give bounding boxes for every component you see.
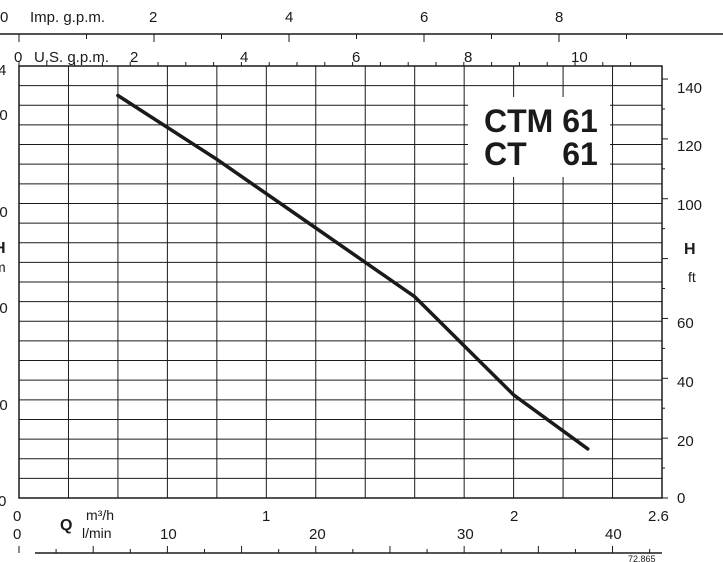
right-tick-140: 140 [677,80,702,97]
chart-title-line-2: CT 61 [484,136,598,172]
lmin-tick-30: 30 [457,526,474,543]
right-axis-ticks [662,78,668,499]
left-tick-20: 20 [0,300,8,317]
right-tick-40: 40 [677,374,694,391]
chart-footnote: 72.865 [628,554,656,562]
lmin-tick-40: 40 [605,526,622,543]
us-tick-4: 4 [240,49,248,66]
left-tick-0: 0 [0,493,6,510]
left-tick-10: 10 [0,397,8,414]
m3h-unit: m³/h [86,507,114,523]
lmin-tick-20: 20 [309,526,326,543]
right-tick-60: 60 [677,315,694,332]
lmin-axis-ticks [18,546,651,553]
m3h-tick-2: 2 [510,508,518,525]
left-tick-top-partial: 4 [0,62,6,79]
m3h-tick-0: 0 [13,508,21,525]
imp-tick-6: 6 [420,9,428,26]
lmin-tick-10: 10 [160,526,177,543]
left-tick-40: 40 [0,107,8,124]
us-tick-2: 2 [130,49,138,66]
us-tick-8: 8 [464,49,472,66]
us-axis-label: U.S. g.p.m. [34,49,109,66]
imp-tick-2: 2 [149,9,157,26]
title-box [468,97,610,177]
pump-curve-line [116,93,590,451]
us-tick-6: 6 [352,49,360,66]
right-tick-100: 100 [677,197,702,214]
m3h-tick-2-6: 2.6 [648,508,669,525]
imp-tick-4: 4 [285,9,293,26]
imp-axis-ticks [18,34,627,42]
imp-axis-label: Imp. g.p.m. [30,9,105,26]
left-axis-symbol: H [0,240,6,257]
right-axis-symbol: H [684,241,696,258]
imp-tick-8: 8 [555,9,563,26]
left-tick-30: 30 [0,204,8,221]
right-tick-20: 20 [677,433,694,450]
chart-title-line-1: CTM 61 [484,103,598,139]
left-axis-unit: m [0,259,6,275]
right-tick-120: 120 [677,138,702,155]
right-tick-0: 0 [677,490,685,507]
right-axis-unit: ft [688,269,696,285]
us-axis-ticks [18,62,632,66]
plot-frame [18,65,663,499]
imp-tick-0: 0 [0,9,8,26]
us-tick-0: 0 [14,49,22,66]
bottom-axis-symbol: Q [60,517,72,534]
lmin-tick-0: 0 [13,526,21,543]
us-tick-10: 10 [571,49,588,66]
m3h-tick-1: 1 [262,508,270,525]
lmin-unit: l/min [82,525,112,541]
